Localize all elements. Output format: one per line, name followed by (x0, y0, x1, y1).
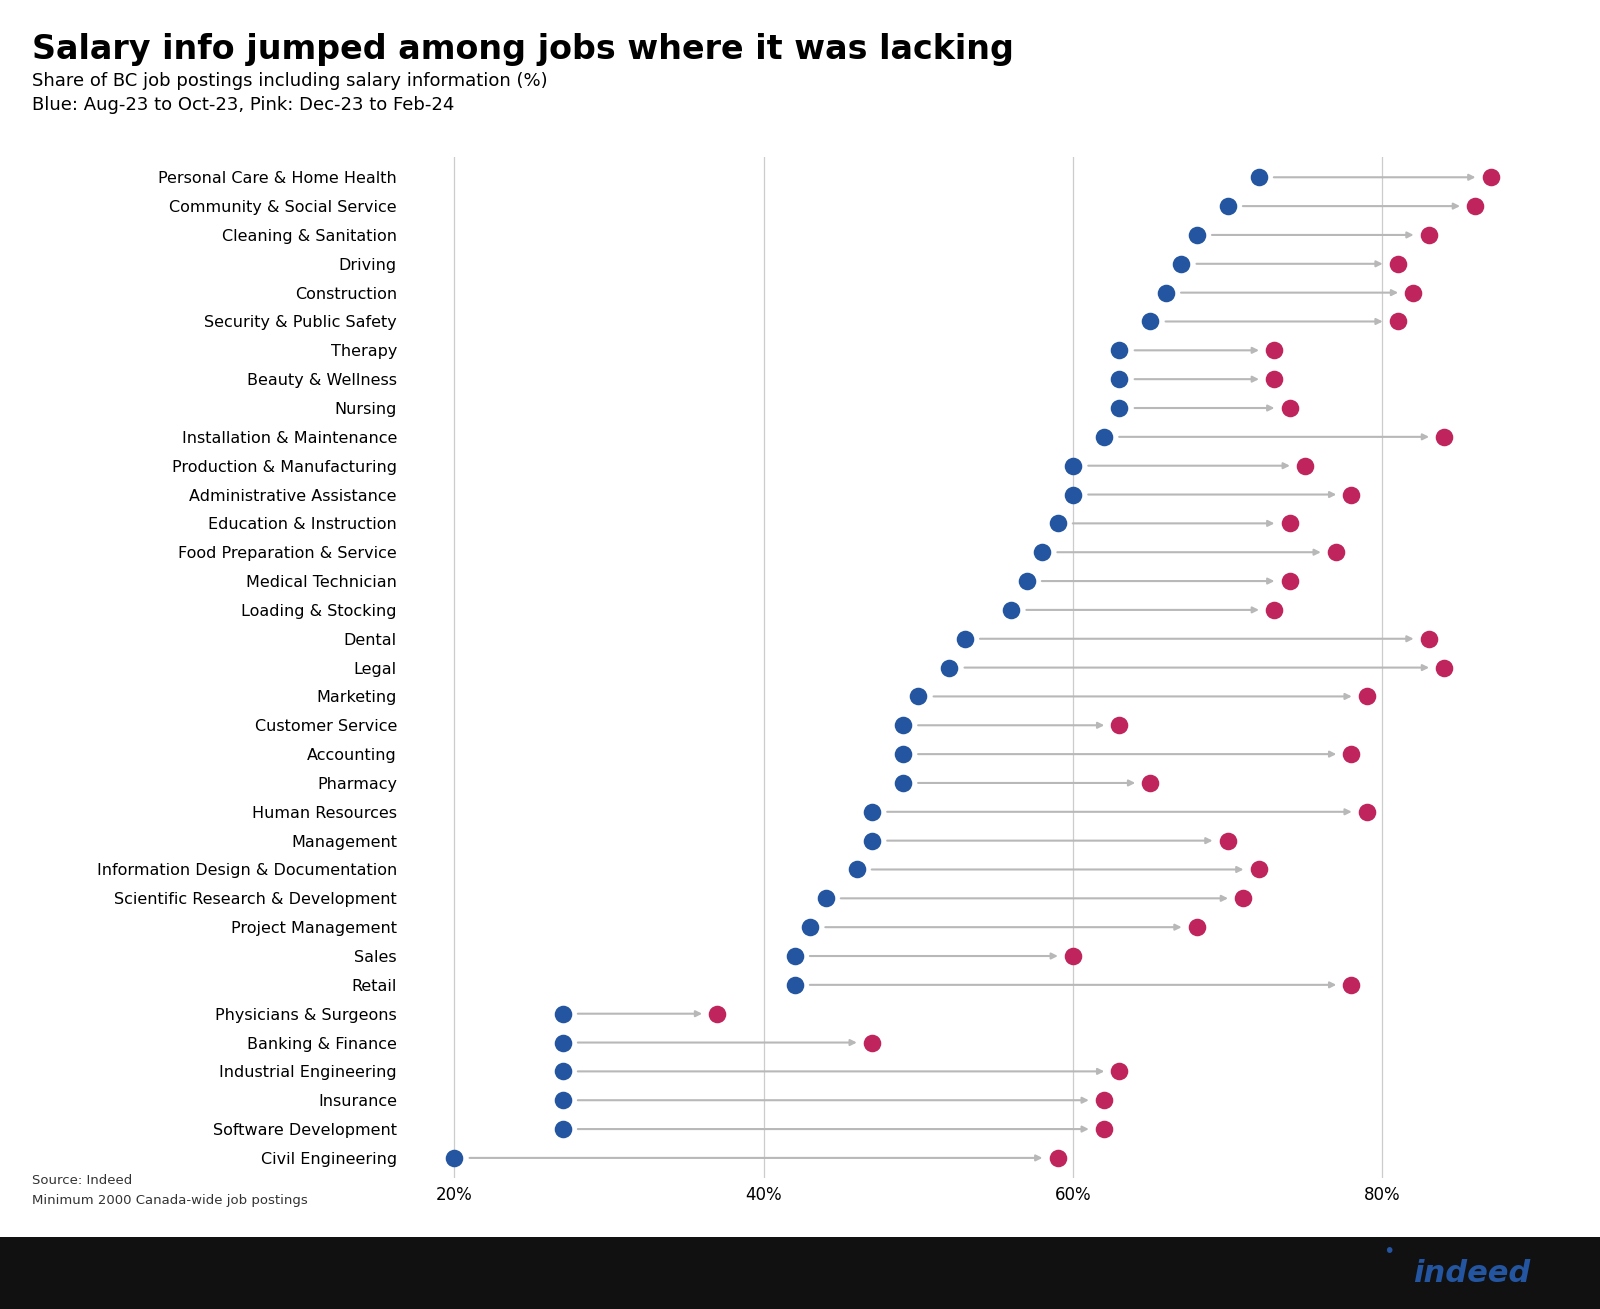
Point (890, 744, 915, 764)
Point (1462, 195, 1488, 216)
Point (1400, 283, 1426, 304)
Point (1107, 398, 1133, 419)
Point (1138, 312, 1163, 332)
Point (550, 1003, 576, 1024)
Point (1261, 600, 1286, 620)
Point (1045, 1148, 1070, 1169)
Point (1386, 312, 1411, 332)
Point (1339, 484, 1365, 505)
Point (1416, 224, 1442, 245)
Point (1277, 571, 1302, 592)
Text: Minimum 2000 Canada-wide job postings: Minimum 2000 Canada-wide job postings (32, 1194, 307, 1207)
Point (1230, 888, 1256, 908)
Point (1261, 340, 1286, 361)
Point (1107, 340, 1133, 361)
Point (1339, 974, 1365, 995)
Point (1432, 427, 1458, 448)
Point (1354, 801, 1379, 822)
Point (550, 1060, 576, 1081)
Point (1091, 1119, 1117, 1140)
Text: Salary info jumped among jobs where it was lacking: Salary info jumped among jobs where it w… (32, 33, 1014, 65)
Point (1061, 945, 1086, 966)
Point (890, 772, 915, 793)
Point (1014, 571, 1040, 592)
Point (550, 1090, 576, 1111)
Point (442, 1148, 467, 1169)
Point (550, 1031, 576, 1052)
Point (843, 859, 869, 880)
Point (1168, 254, 1194, 275)
Point (1107, 369, 1133, 390)
Point (704, 1003, 730, 1024)
Point (1416, 628, 1442, 649)
Point (1107, 1060, 1133, 1081)
Point (1323, 542, 1349, 563)
Point (998, 600, 1024, 620)
Point (859, 830, 885, 851)
Point (936, 657, 962, 678)
Text: Blue: Aug-23 to Oct-23, Pink: Dec-23 to Feb-24: Blue: Aug-23 to Oct-23, Pink: Dec-23 to … (32, 96, 454, 114)
Point (782, 974, 808, 995)
Point (1277, 398, 1302, 419)
Point (1154, 283, 1179, 304)
Point (1091, 1090, 1117, 1111)
Point (1246, 166, 1272, 187)
Text: •: • (1382, 1242, 1395, 1261)
Point (906, 686, 931, 707)
Point (1432, 657, 1458, 678)
Point (1354, 686, 1379, 707)
Point (1045, 513, 1070, 534)
Point (1061, 456, 1086, 476)
Point (1339, 744, 1365, 764)
Point (782, 945, 808, 966)
Point (1214, 195, 1240, 216)
Point (550, 1119, 576, 1140)
Text: Source: Indeed: Source: Indeed (32, 1174, 133, 1187)
Point (1386, 254, 1411, 275)
Point (1029, 542, 1054, 563)
Point (1107, 715, 1133, 736)
Point (1091, 427, 1117, 448)
Point (1246, 859, 1272, 880)
Point (1061, 484, 1086, 505)
Text: Share of BC job postings including salary information (%): Share of BC job postings including salar… (32, 72, 547, 90)
Point (859, 1031, 885, 1052)
Text: indeed: indeed (1413, 1258, 1531, 1288)
Point (1138, 772, 1163, 793)
Point (797, 916, 822, 937)
Point (1184, 224, 1210, 245)
Point (952, 628, 978, 649)
Point (1277, 513, 1302, 534)
Point (1214, 830, 1240, 851)
Point (859, 801, 885, 822)
Point (1478, 166, 1504, 187)
Point (890, 715, 915, 736)
Point (1293, 456, 1318, 476)
Point (1184, 916, 1210, 937)
Point (813, 888, 838, 908)
Point (1261, 369, 1286, 390)
